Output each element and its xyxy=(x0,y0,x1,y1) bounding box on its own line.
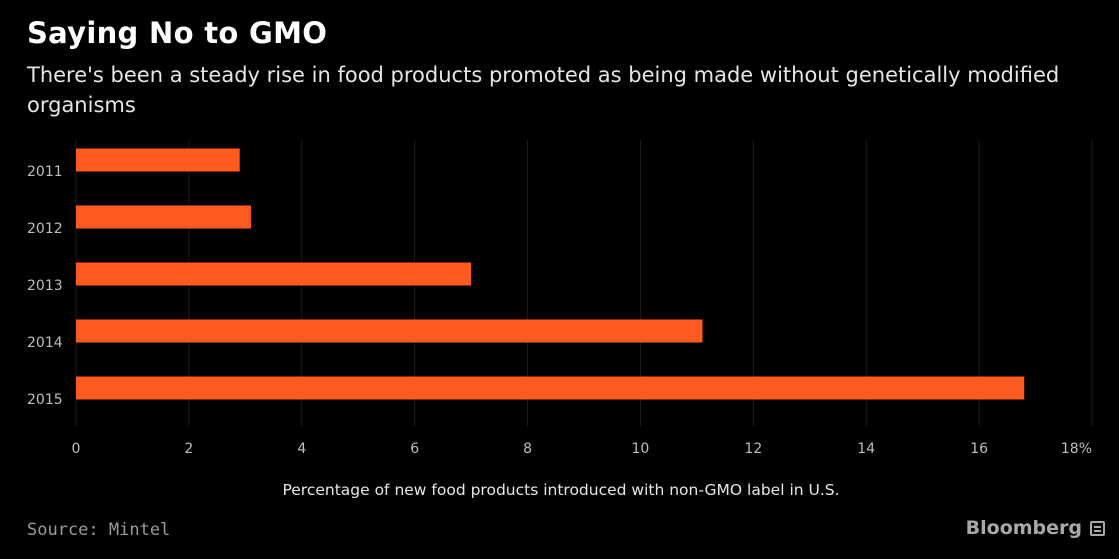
y-tick-labels: 2011 2012 2013 2014 2015 xyxy=(27,164,63,408)
x-tick-label: 18% xyxy=(1061,441,1092,457)
y-tick-label-2011: 2011 xyxy=(27,164,63,180)
x-tick-label: 2 xyxy=(184,441,193,457)
bars xyxy=(76,148,1025,400)
x-tick-labels: 0 2 4 6 8 10 12 14 16 18% xyxy=(72,441,1092,457)
y-tick-label-2013: 2013 xyxy=(27,278,63,294)
x-axis-label: Percentage of new food products introduc… xyxy=(282,481,839,499)
y-tick-label-2012: 2012 xyxy=(27,221,63,237)
bar-2011 xyxy=(76,148,240,172)
bloomberg-terminal-icon xyxy=(1090,520,1105,536)
chart-title: Saying No to GMO xyxy=(27,16,328,50)
x-tick-label: 12 xyxy=(744,441,762,457)
x-tick-label: 10 xyxy=(632,441,650,457)
bar-2014 xyxy=(76,319,703,343)
x-tick-label: 8 xyxy=(523,441,532,457)
bar-2012 xyxy=(76,205,251,229)
x-tick-label: 14 xyxy=(857,441,875,457)
brand-logo: Bloomberg xyxy=(966,517,1105,539)
brand-name: Bloomberg xyxy=(965,517,1082,539)
bar-2015 xyxy=(76,376,1025,400)
x-tick-label: 6 xyxy=(410,441,419,457)
bar-2013 xyxy=(76,262,472,286)
source-note: Source: Mintel xyxy=(27,520,171,540)
x-tick-label: 0 xyxy=(72,441,81,457)
chart-subtitle: There's been a steady rise in food produ… xyxy=(27,63,1060,117)
x-tick-label: 4 xyxy=(297,441,306,457)
y-tick-label-2014: 2014 xyxy=(27,335,63,351)
y-tick-label-2015: 2015 xyxy=(27,392,63,408)
x-tick-label: 16 xyxy=(970,441,988,457)
